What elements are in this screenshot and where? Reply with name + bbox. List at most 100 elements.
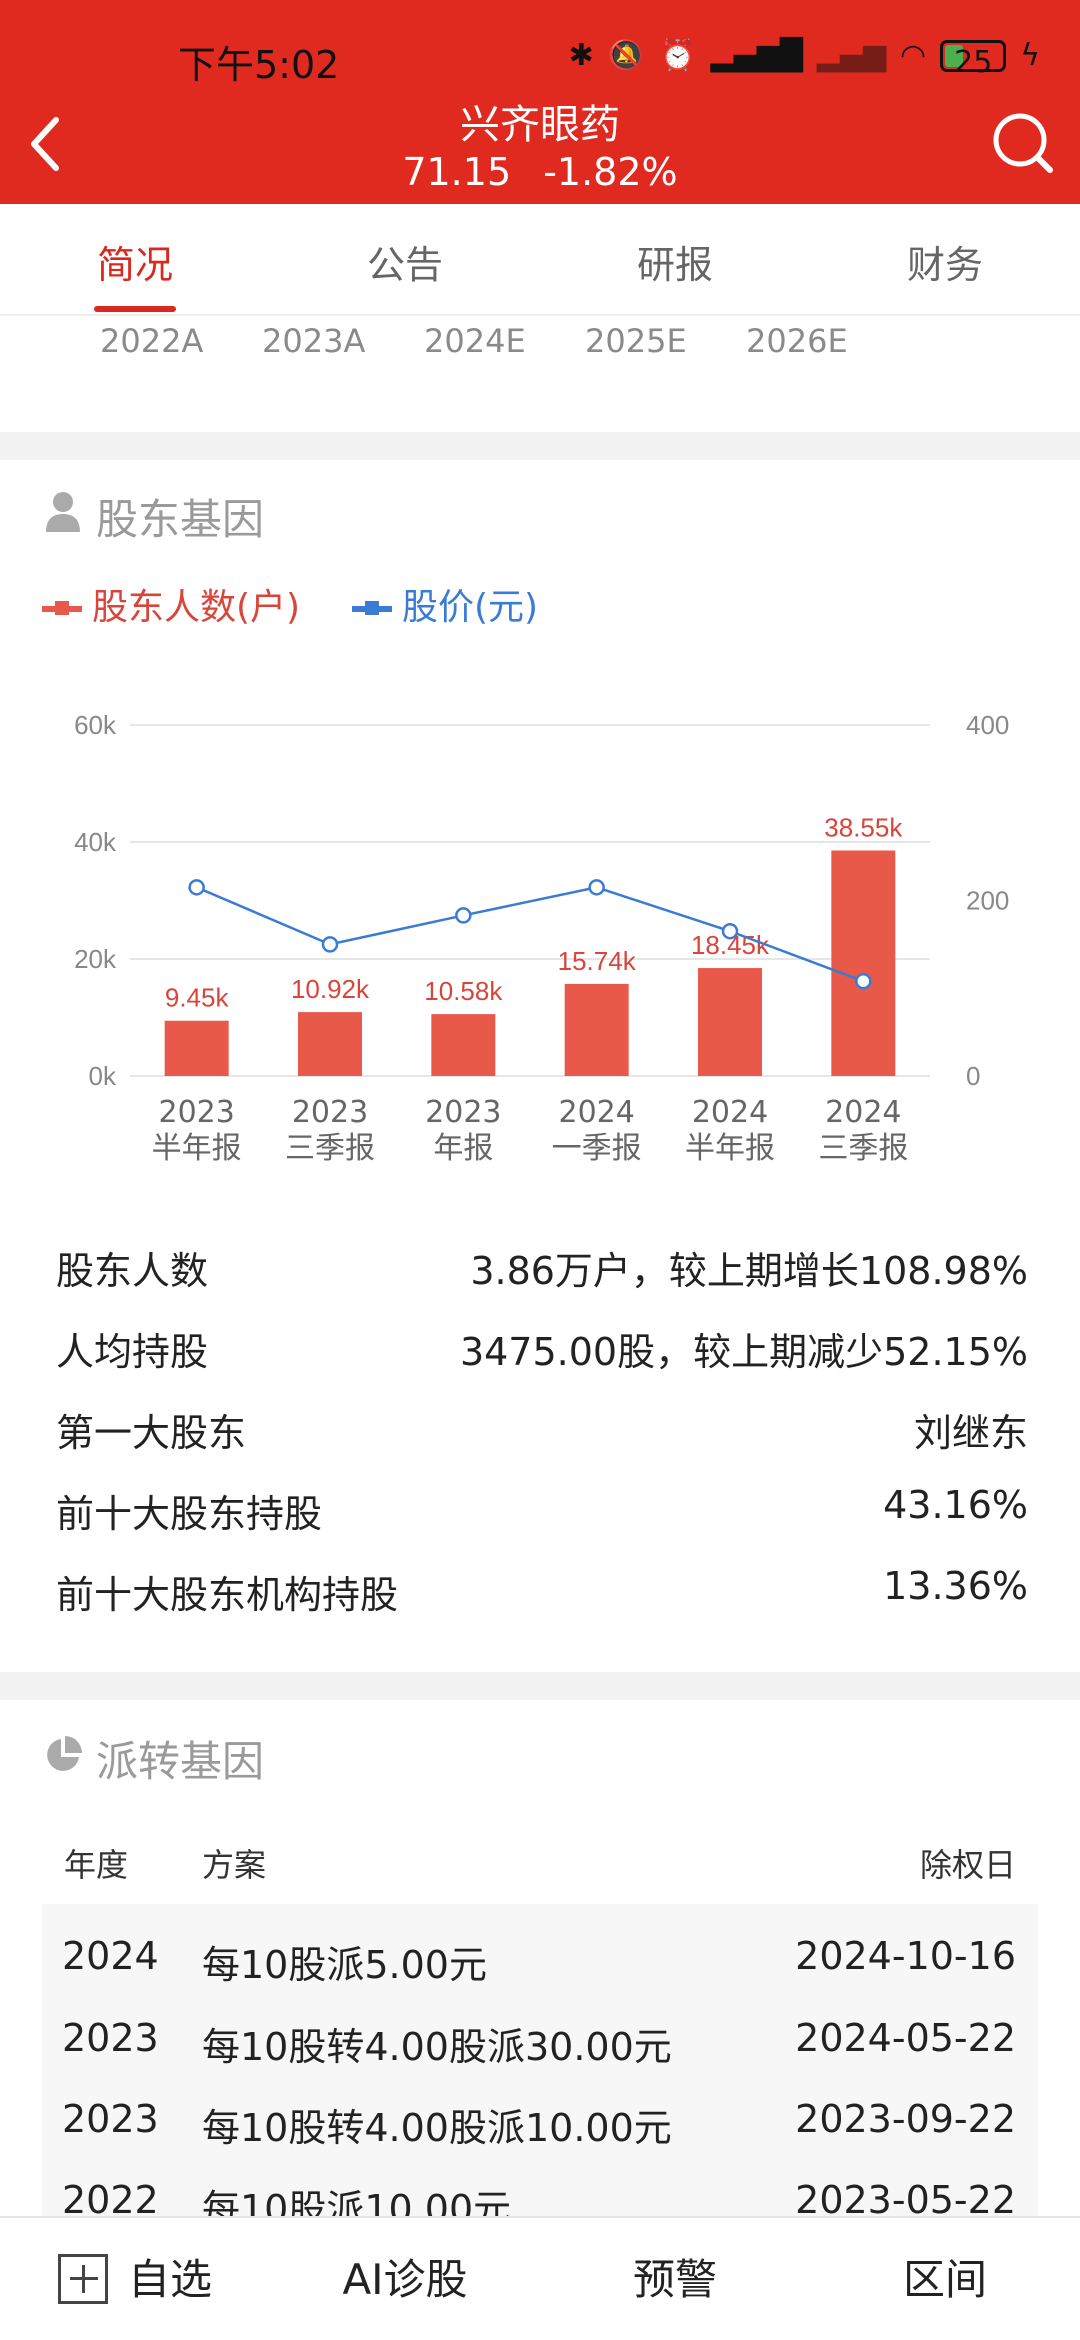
stat-value: 刘继东	[913, 1411, 1028, 1455]
y-left-tick-label: 60k	[74, 710, 117, 740]
section-divider	[0, 1672, 1080, 1700]
dividend-section-title: 派转基因	[96, 1737, 265, 1786]
shareholder-stats: 股东人数 3.86万户，较上期增长108.98% 人均持股 3475.00股，较…	[56, 1240, 1028, 1645]
price-point	[855, 972, 872, 990]
search-icon[interactable]	[990, 110, 1056, 176]
stat-label: 前十大股东持股	[56, 1492, 323, 1536]
year-label: 2022A	[100, 322, 204, 360]
dividend-table: 2024 每10股派5.00元 2024-10-16 2023 每10股转4.0…	[42, 1904, 1038, 2220]
price-point	[188, 879, 205, 896]
x-tick-label-year: 2023	[425, 1095, 501, 1130]
bottom-action-bar: 自选 AI诊股 预警 区间	[0, 2216, 1080, 2340]
price-point	[321, 936, 339, 953]
stat-value: 43.16%	[883, 1483, 1028, 1527]
stock-change: -1.82%	[543, 150, 678, 194]
row-year: 2024	[62, 1934, 159, 1978]
row-plan: 每10股派10.00元	[202, 2187, 512, 2220]
legend-price[interactable]: 股价(元)	[352, 578, 538, 630]
x-tick-label-year: 2024	[825, 1095, 901, 1130]
bar	[564, 983, 629, 1076]
active-tab-indicator	[94, 306, 176, 312]
ai-diagnosis-button[interactable]: AI诊股	[342, 2255, 468, 2304]
row-plan: 每10股转4.00股派10.00元	[202, 2106, 672, 2150]
stat-label: 第一大股东	[56, 1411, 247, 1455]
stat-row: 股东人数 3.86万户，较上期增长108.98%	[56, 1240, 1028, 1321]
stock-name: 兴齐眼药	[460, 102, 620, 148]
row-plan: 每10股派5.00元	[202, 1943, 487, 1987]
x-tick-label-period: 半年报	[152, 1131, 242, 1166]
year-label: 2024E	[424, 322, 526, 360]
bar	[431, 1014, 496, 1076]
price-point	[588, 879, 605, 896]
row-year: 2022	[62, 2178, 159, 2220]
bar-data-label: 38.55k	[824, 812, 903, 842]
bluetooth-icon: ✱	[568, 38, 594, 73]
bar-data-label: 9.45k	[165, 983, 230, 1013]
x-tick-label-year: 2023	[158, 1095, 234, 1130]
y-left-tick-label: 20k	[74, 944, 117, 974]
shareholder-section-title: 股东基因	[96, 495, 265, 544]
y-right-tick-label: 400	[966, 710, 1009, 740]
y-left-tick-label: 40k	[74, 827, 117, 857]
row-date: 2023-05-22	[795, 2178, 1016, 2220]
wifi-icon: ◠	[900, 38, 927, 73]
back-arrow-icon[interactable]	[22, 112, 72, 176]
tab-overview[interactable]: 简况	[96, 243, 173, 287]
column-header-year: 年度	[64, 1846, 129, 1884]
y-right-tick-label: 0	[966, 1061, 980, 1091]
range-button[interactable]: 区间	[902, 2255, 987, 2304]
bar-legend-icon	[42, 601, 82, 615]
year-label: 2023A	[262, 322, 366, 360]
stat-label: 人均持股	[56, 1330, 209, 1374]
row-year: 2023	[62, 2097, 159, 2141]
row-date: 2023-09-22	[795, 2097, 1016, 2141]
status-bar: 下午5:02 ✱ 🔕 ⏰ ▂▄▆█ ▂▄▆ ◠ 25 ϟ	[0, 28, 1080, 88]
table-row: 2022 每10股派10.00元 2023-05-22	[42, 2148, 1038, 2220]
table-row: 2023 每10股转4.00股派30.00元 2024-05-22	[42, 1986, 1038, 2069]
tab-research[interactable]: 研报	[636, 243, 713, 287]
row-date: 2024-10-16	[795, 1934, 1016, 1978]
row-plan: 每10股转4.00股派30.00元	[202, 2025, 672, 2069]
mute-bell-icon: 🔕	[607, 38, 646, 73]
section-divider	[0, 432, 1080, 460]
tab-announcements[interactable]: 公告	[366, 243, 443, 287]
signal-icon: ▂▄▆█	[710, 38, 803, 73]
x-tick-label-year: 2024	[692, 1095, 768, 1130]
tab-finance[interactable]: 财务	[906, 243, 983, 287]
table-row: 2024 每10股派5.00元 2024-10-16	[42, 1904, 1038, 1987]
alarm-icon: ⏰	[659, 38, 697, 73]
plus-icon	[57, 2253, 108, 2304]
bar-data-label: 15.74k	[558, 946, 637, 976]
x-tick-label-year: 2023	[292, 1095, 368, 1130]
year-label: 2025E	[585, 322, 687, 360]
bar	[164, 1020, 229, 1076]
stat-row: 前十大股东持股 43.16%	[56, 1483, 1028, 1564]
price-point	[721, 922, 739, 940]
x-tick-label-period: 三季报	[818, 1131, 908, 1166]
stat-value: 3475.00股，较上期减少52.15%	[459, 1330, 1028, 1374]
row-year: 2023	[62, 2016, 159, 2060]
stat-row: 前十大股东机构持股 13.36%	[56, 1564, 1028, 1645]
stat-row: 人均持股 3475.00股，较上期减少52.15%	[56, 1321, 1028, 1402]
table-row: 2023 每10股转4.00股派10.00元 2023-09-22	[42, 2067, 1038, 2150]
legend-holders[interactable]: 股东人数(户)	[42, 578, 300, 630]
x-tick-label-period: 三季报	[285, 1131, 375, 1166]
y-right-tick-label: 200	[966, 886, 1009, 916]
bar-data-label: 10.92k	[291, 974, 370, 1004]
charging-icon: ϟ	[1020, 38, 1040, 73]
year-label: 2026E	[746, 322, 848, 360]
shareholder-chart: 0k 20k 40k 60k 0 200 400 9.45k 10.92k 10.58k 15.74…	[74, 710, 1009, 1166]
alert-button[interactable]: 预警	[632, 2255, 717, 2304]
x-tick-label-period: 一季报	[552, 1131, 642, 1166]
x-tick-label-year: 2024	[558, 1095, 634, 1130]
stock-header: 下午5:02 ✱ 🔕 ⏰ ▂▄▆█ ▂▄▆ ◠ 25 ϟ 兴齐眼药 71.15 …	[0, 0, 1080, 204]
forecast-years: 2022A 2023A 2024E 2025E 2026E	[0, 316, 1080, 432]
y-left-tick-label: 0k	[89, 1061, 117, 1091]
stat-label: 前十大股东机构持股	[56, 1573, 399, 1617]
add-watchlist-button[interactable]: 自选	[20, 2218, 250, 2340]
price-line	[196, 886, 864, 983]
price-point	[455, 907, 472, 924]
stock-price: 71.15	[402, 150, 512, 194]
line-legend-icon	[352, 601, 392, 615]
column-header-date: 除权日	[919, 1846, 1016, 1884]
